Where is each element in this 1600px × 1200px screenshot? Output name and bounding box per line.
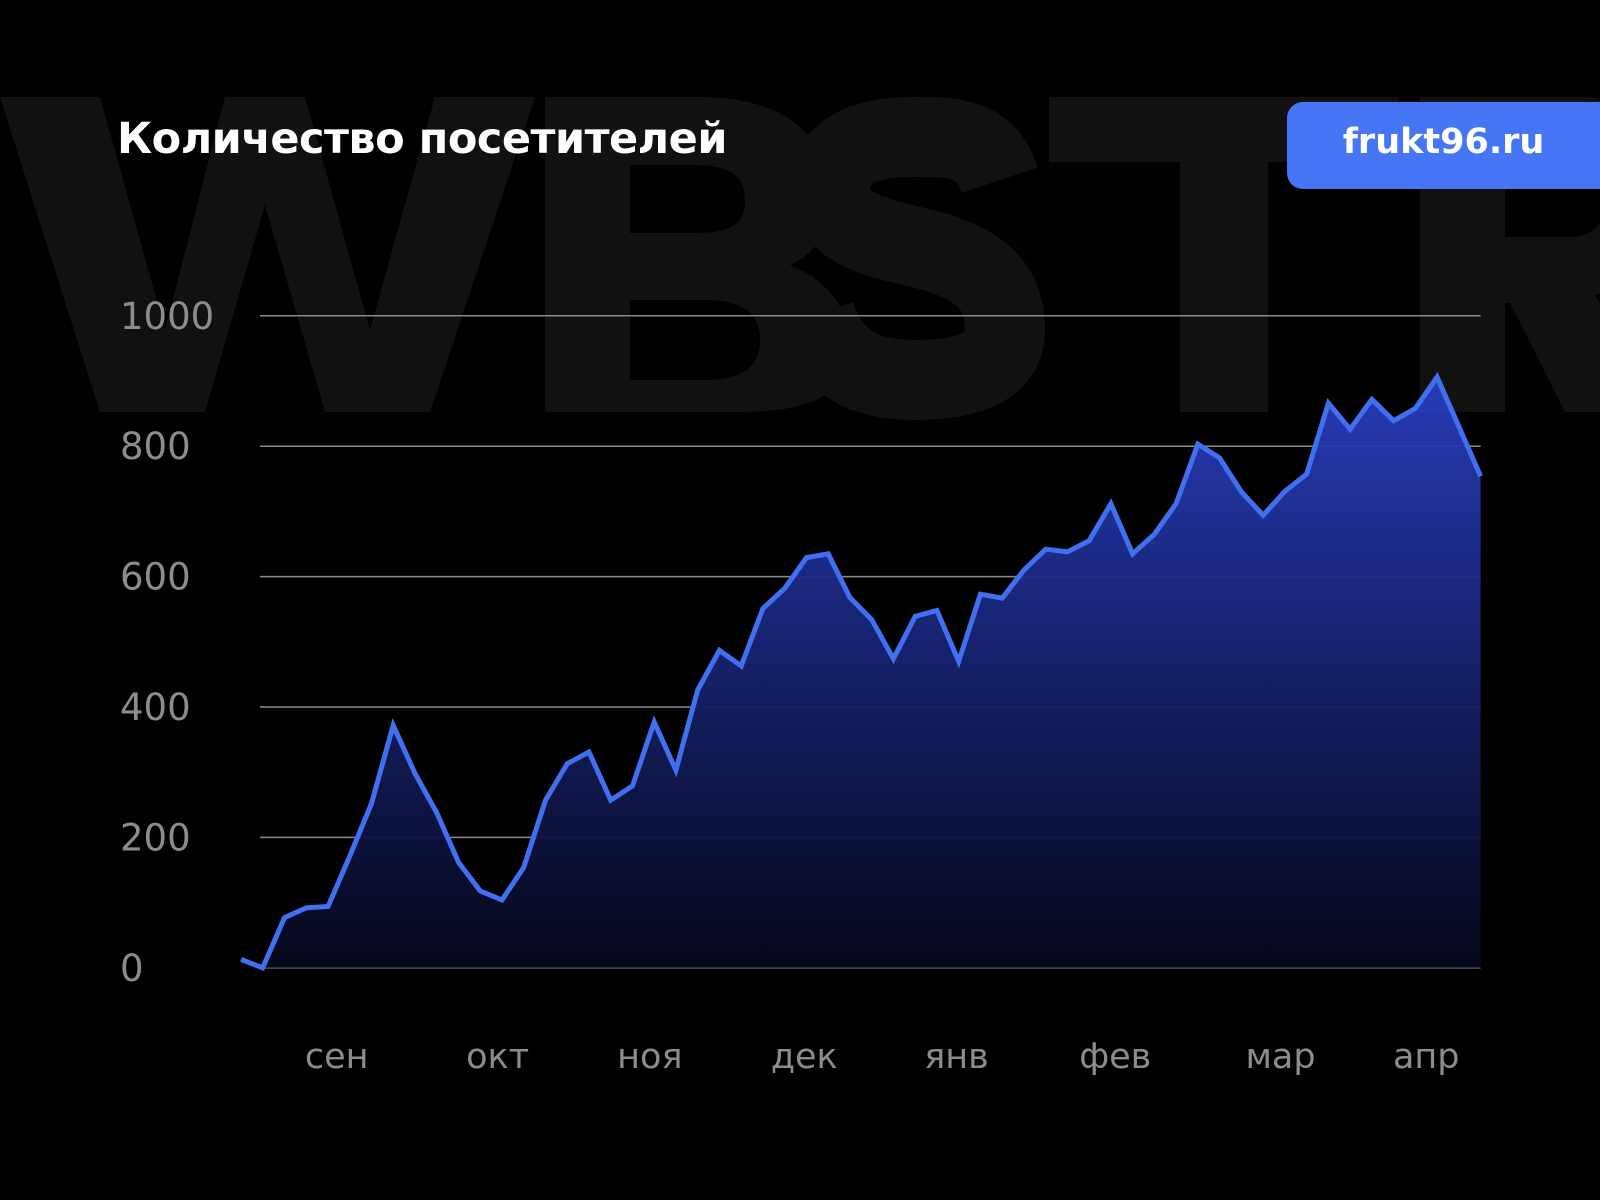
y-tick-label: 600: [120, 556, 191, 599]
x-tick-label: апр: [1393, 1037, 1460, 1077]
watermark-letter-w: [0, 97, 535, 412]
y-tick-label: 200: [120, 816, 191, 859]
y-tick-label: 0: [120, 947, 144, 990]
site-badge[interactable]: frukt96.ru: [1287, 102, 1600, 189]
site-badge-label: frukt96.ru: [1342, 122, 1545, 162]
area-fill: [241, 377, 1481, 968]
x-tick-label: мар: [1245, 1037, 1315, 1077]
watermark-letter-t: [1049, 97, 1398, 412]
y-tick-label: 1000: [120, 295, 214, 338]
watermark-letter-b: [545, 97, 850, 412]
series-line: [240, 372, 1483, 972]
x-tick-label: фев: [1079, 1037, 1151, 1077]
x-tick-label: янв: [924, 1037, 989, 1077]
page-title: Количество посетителей: [117, 114, 727, 164]
y-tick-label: 800: [120, 425, 191, 468]
watermark-letter-s: [777, 96, 1046, 421]
y-tick-label: 400: [120, 686, 191, 729]
x-tick-label: окт: [466, 1037, 529, 1077]
x-tick-label: сен: [305, 1037, 369, 1077]
x-tick-label: дек: [771, 1037, 838, 1077]
x-tick-label: ноя: [617, 1037, 682, 1077]
